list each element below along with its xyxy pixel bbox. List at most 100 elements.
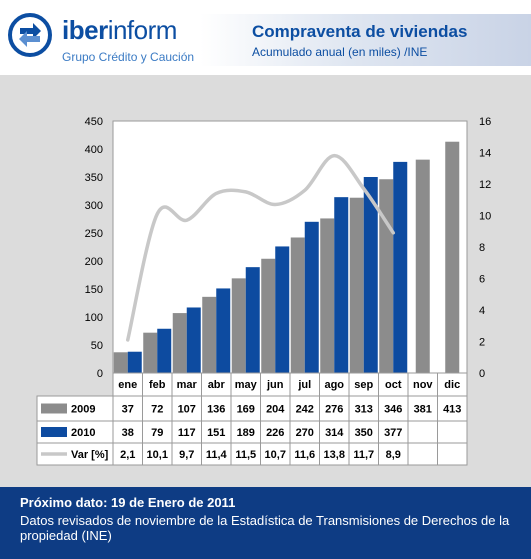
var-line (126, 153, 395, 342)
y-tick-label: 0 (97, 368, 103, 380)
table-cell: 189 (237, 427, 255, 439)
y2-tick-label: 12 (479, 179, 491, 191)
legend-label: 2010 (71, 427, 95, 439)
table-cell: 107 (178, 404, 196, 416)
table-cell: 169 (237, 404, 255, 416)
y-tick-label: 300 (85, 200, 103, 212)
table-cell: 72 (151, 404, 163, 416)
x-tick-label: abr (208, 379, 226, 391)
bar-2009 (290, 237, 305, 373)
bar-2010 (334, 197, 349, 373)
bar-2010 (275, 246, 290, 373)
bar-2010 (216, 288, 231, 373)
footer: Próximo dato: 19 de Enero de 2011 Datos … (0, 487, 531, 559)
table-cell: 8,9 (386, 449, 401, 461)
header: iberinform Grupo Crédito y Caución Compr… (0, 0, 531, 75)
bar-2010 (363, 177, 378, 373)
x-tick-label: mar (177, 379, 198, 391)
x-tick-label: dic (444, 379, 460, 391)
chart-subtitle: Acumulado anual (en miles) /INE (252, 45, 428, 59)
legend-label: Var [%] (71, 449, 109, 461)
y2-tick-label: 2 (479, 337, 485, 349)
chart-title: Compraventa de viviendas (252, 22, 468, 41)
x-tick-label: ago (324, 379, 344, 391)
table-cell: 79 (151, 427, 163, 439)
legend-swatch (41, 427, 67, 437)
table-cell: 37 (122, 404, 134, 416)
bar-2009 (415, 159, 430, 373)
bar-2010 (245, 267, 260, 373)
y2-tick-label: 16 (479, 116, 491, 128)
table-cell: 10,1 (147, 449, 168, 461)
table-cell: 9,7 (179, 449, 194, 461)
bar-2010 (304, 221, 319, 373)
next-release-date: Próximo dato: 19 de Enero de 2011 (20, 495, 236, 510)
y-tick-label: 450 (85, 116, 103, 128)
table-cell: 242 (296, 404, 314, 416)
iberinform-logo-icon (7, 12, 53, 58)
x-tick-label: ene (118, 379, 137, 391)
plot-area (112, 120, 468, 374)
x-tick-label: may (235, 379, 258, 391)
bar-2009 (379, 179, 394, 373)
y-tick-label: 200 (85, 256, 103, 268)
table-cell: 377 (384, 427, 402, 439)
table-cell: 270 (296, 427, 314, 439)
table-cell: 346 (384, 404, 402, 416)
bar-2009 (231, 278, 246, 373)
table-cell: 11,5 (235, 449, 256, 461)
y-tick-label: 150 (85, 284, 103, 296)
brand-subtitle: Grupo Crédito y Caución (62, 50, 195, 64)
y2-tick-label: 4 (479, 305, 485, 317)
bar-2009 (320, 218, 335, 373)
y-tick-label: 400 (85, 144, 103, 156)
y2-tick-label: 8 (479, 242, 485, 254)
table-cell: 204 (266, 404, 285, 416)
y2-tick-label: 10 (479, 211, 491, 223)
table-cell: 313 (355, 404, 373, 416)
table-cell: 2,1 (120, 449, 135, 461)
y2-tick-label: 14 (479, 148, 491, 160)
bar-2010 (157, 328, 172, 373)
bar-2010 (186, 307, 201, 373)
bar-2009 (261, 258, 276, 373)
x-tick-label: jul (297, 379, 311, 391)
table-cell: 11,6 (294, 449, 315, 461)
table-cell: 314 (325, 427, 344, 439)
table-cell: 13,8 (324, 449, 345, 461)
brand-name-bold: iber (62, 15, 108, 45)
table-row (36, 395, 468, 422)
x-tick-label: sep (354, 379, 373, 391)
y2-tick-label: 0 (479, 368, 485, 380)
brand-name: iberinform (62, 15, 177, 46)
bar-2009 (172, 313, 187, 373)
table-cell: 11,7 (353, 449, 374, 461)
table-cell: 136 (207, 404, 225, 416)
y-tick-label: 350 (85, 172, 103, 184)
x-tick-label: nov (413, 379, 433, 391)
table-cell: 11,4 (206, 449, 228, 461)
bar-2010 (127, 351, 142, 373)
y-tick-label: 50 (91, 340, 103, 352)
table-cell: 381 (414, 404, 432, 416)
bar-2010 (393, 161, 408, 373)
legend-label: 2009 (71, 404, 95, 416)
table-cell: 276 (325, 404, 343, 416)
brand-name-rest: inform (107, 15, 178, 45)
footer-note: Datos revisados de noviembre de la Estad… (20, 513, 510, 543)
x-tick-label: feb (149, 379, 166, 391)
bar-2009 (349, 197, 364, 373)
x-tick-label: oct (385, 379, 402, 391)
legend-swatch (41, 403, 67, 414)
table-row (36, 442, 468, 466)
y-tick-label: 250 (85, 228, 103, 240)
bar-2009 (143, 332, 158, 373)
table-cell: 38 (122, 427, 134, 439)
table-cell: 151 (207, 427, 225, 439)
table-cell: 117 (178, 427, 196, 439)
bar-2009 (445, 141, 460, 373)
table-cell: 226 (266, 427, 284, 439)
bar-2009 (202, 296, 217, 373)
bar-2009 (113, 352, 128, 373)
table-cell: 413 (443, 404, 461, 416)
